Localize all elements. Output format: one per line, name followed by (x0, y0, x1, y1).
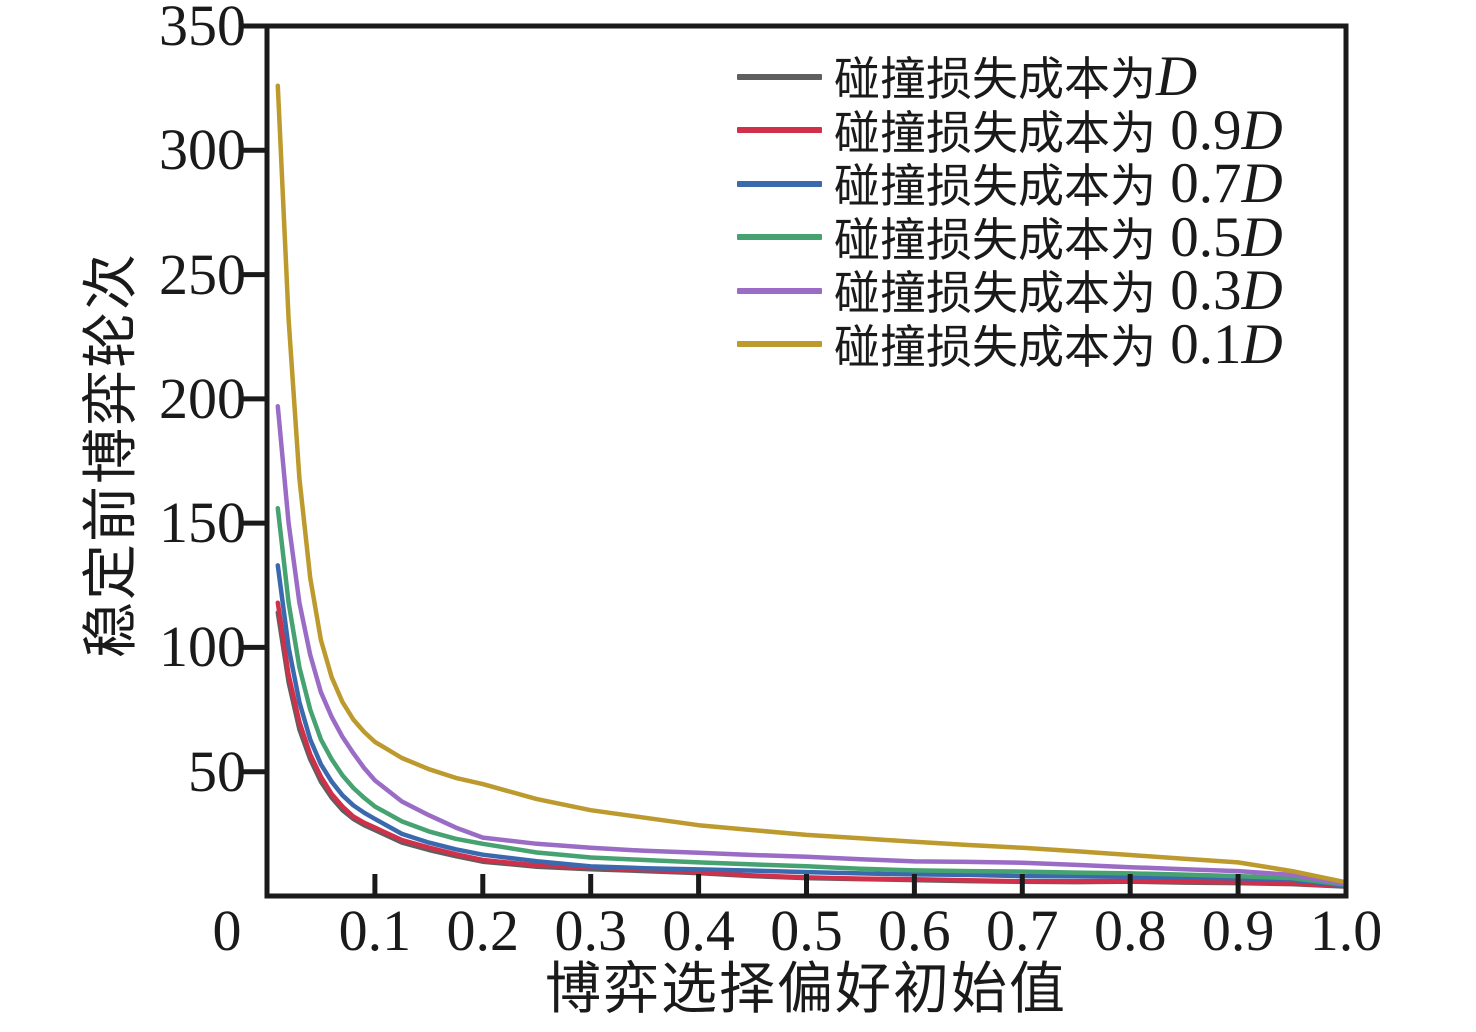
x-tick-label: 0.7 (986, 898, 1059, 963)
legend-label: 碰撞损失成本为 0.1 D (834, 316, 1283, 373)
x-tick-label: 0.9 (1201, 898, 1275, 963)
legend: 碰撞损失成本为 D 碰撞损失成本为 0.9 D 碰撞损失成本为 0.7 D 碰撞损失成… (737, 48, 1283, 373)
legend-label-text: 碰撞损失成本为 (834, 214, 1156, 266)
y-tick-label: 50 (188, 738, 246, 804)
legend-label: 碰撞损失成本为 0.5 D (834, 209, 1283, 266)
x-tick-label: 0.6 (878, 898, 951, 963)
legend-item: 碰撞损失成本为 0.9 D (737, 102, 1283, 159)
legend-line-swatch (737, 234, 822, 241)
y-tick-label: 300 (159, 117, 246, 183)
legend-line-swatch (737, 180, 822, 187)
legend-item: 碰撞损失成本为 0.1 D (737, 316, 1283, 373)
legend-item: 碰撞损失成本为 0.5 D (737, 209, 1283, 266)
legend-label: 碰撞损失成本为 D (834, 48, 1197, 105)
legend-label-text: 碰撞损失成本为 (834, 107, 1156, 159)
legend-item: 碰撞损失成本为 0.7 D (737, 155, 1283, 212)
legend-label-math: D (1241, 312, 1283, 376)
legend-label-number: 0.3 (1156, 259, 1242, 323)
x-tick-label: 0.4 (662, 898, 735, 963)
legend-label: 碰撞损失成本为 0.3 D (834, 262, 1283, 319)
legend-label-number: 0.9 (1156, 98, 1242, 162)
legend-label-text: 碰撞损失成本为 (834, 161, 1156, 213)
x-tick-label: 1.0 (1309, 898, 1383, 963)
x-tick-label: 0 (212, 898, 242, 963)
x-tick-label: 0.5 (770, 898, 843, 963)
x-tick-label: 0.8 (1093, 898, 1167, 963)
legend-label-math: D (1241, 152, 1283, 216)
legend-line-swatch (737, 287, 822, 294)
x-tick-label: 0.2 (446, 898, 520, 963)
legend-label-number: 0.7 (1156, 152, 1242, 216)
legend-label-number: 0.5 (1156, 205, 1242, 269)
legend-label: 碰撞损失成本为 0.9 D (834, 102, 1283, 159)
x-tick-label: 0.1 (338, 898, 412, 963)
legend-label-text: 碰撞损失成本为 (834, 54, 1156, 106)
x-axis-title: 博弈选择偏好初始值 (545, 959, 1067, 1021)
legend-label-math: D (1241, 205, 1283, 269)
x-tick-label: 0.3 (554, 898, 627, 963)
legend-item: 碰撞损失成本为 D (737, 48, 1283, 105)
legend-label-text: 碰撞损失成本为 (834, 321, 1156, 373)
legend-label-math: D (1241, 98, 1283, 162)
series-line-3 (275, 505, 1349, 888)
legend-line-swatch (737, 73, 822, 80)
series-line-4 (275, 404, 1349, 887)
legend-label-math: D (1241, 259, 1283, 323)
legend-line-swatch (737, 341, 822, 348)
y-tick-label: 250 (159, 241, 246, 307)
y-tick-label: 150 (159, 490, 246, 556)
y-tick-label: 350 (159, 0, 246, 58)
legend-label-text: 碰撞损失成本为 (834, 268, 1156, 320)
legend-label: 碰撞损失成本为 0.7 D (834, 155, 1283, 212)
legend-line-swatch (737, 127, 822, 134)
y-tick-label: 100 (159, 614, 246, 680)
legend-label-number: 0.1 (1156, 312, 1242, 376)
legend-item: 碰撞损失成本为 0.3 D (737, 262, 1283, 319)
series-line-2 (275, 563, 1349, 888)
y-tick-label: 200 (159, 365, 246, 431)
series-line-5 (275, 83, 1349, 885)
y-axis-title: 稳定前博弈轮次 (81, 252, 143, 658)
series-line-1 (275, 600, 1349, 889)
legend-label-math: D (1156, 45, 1198, 109)
